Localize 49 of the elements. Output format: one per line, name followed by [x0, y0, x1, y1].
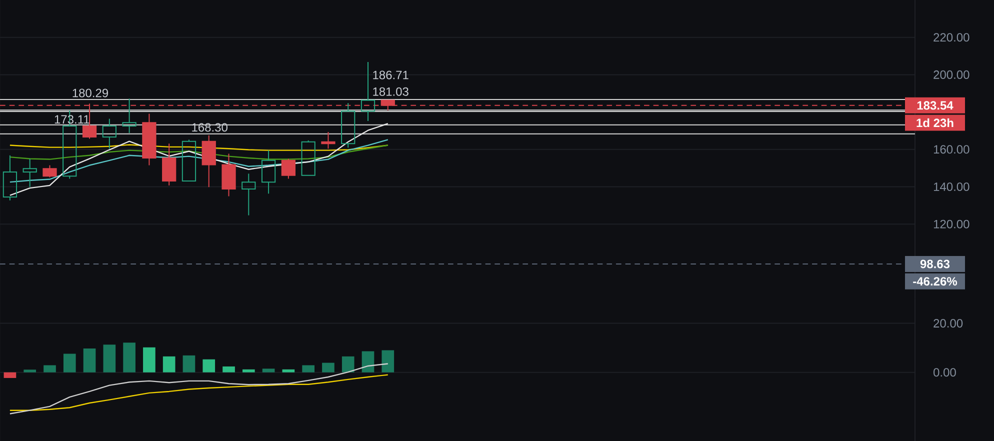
bar: [262, 368, 275, 372]
bar: [4, 372, 16, 378]
y-tick-label: 120.00: [934, 220, 970, 228]
y-tick-label: 140.00: [934, 182, 970, 191]
bar: [123, 342, 136, 372]
ref-line-label: 98.63: [920, 260, 950, 268]
bar: [44, 365, 56, 372]
candlestick: [261, 150, 276, 194]
candlestick: [222, 153, 236, 197]
line-series: [9, 363, 388, 414]
y-tick-label: 160.00: [934, 145, 970, 154]
candlestick: [321, 132, 336, 150]
bar: [143, 347, 156, 372]
ref-line-label: 180.29: [72, 88, 108, 98]
bar: [202, 359, 216, 372]
y-tick-label: 220.00: [934, 33, 970, 42]
bar: [242, 369, 255, 372]
candlestick: [122, 98, 136, 134]
bar: [322, 362, 334, 372]
y-tick-label: 200.00: [934, 70, 970, 79]
ref-line-label: 183.54: [917, 101, 954, 110]
bar: [282, 369, 295, 372]
bar: [103, 344, 116, 372]
candlestick: [2, 154, 18, 201]
candlestick: [22, 158, 37, 188]
candlestick: [142, 113, 156, 166]
text: 1d 23h: [916, 118, 954, 128]
bar: [302, 365, 314, 372]
line-series: [9, 374, 388, 411]
bar: [83, 348, 96, 372]
bar: [342, 356, 354, 372]
ref-line-label: 186.71: [373, 70, 408, 80]
ref-line-label: 181.03: [373, 87, 408, 96]
bar: [24, 370, 36, 372]
bar: [182, 355, 196, 372]
bar: [222, 366, 235, 372]
annotation: -46.26%: [913, 277, 958, 286]
line-series: [9, 139, 388, 183]
bar: [63, 354, 76, 372]
bar: [382, 350, 394, 372]
bar: [362, 351, 374, 372]
line-series: [9, 123, 388, 196]
y-tick-label: 0.00: [934, 368, 956, 377]
candlestick: [242, 173, 256, 216]
ref-line-label: 168.30: [192, 123, 228, 132]
candlestick: [102, 118, 116, 150]
candlestick: [202, 134, 216, 188]
y-tick-label: 20.00: [934, 319, 963, 328]
bar: [162, 356, 176, 372]
